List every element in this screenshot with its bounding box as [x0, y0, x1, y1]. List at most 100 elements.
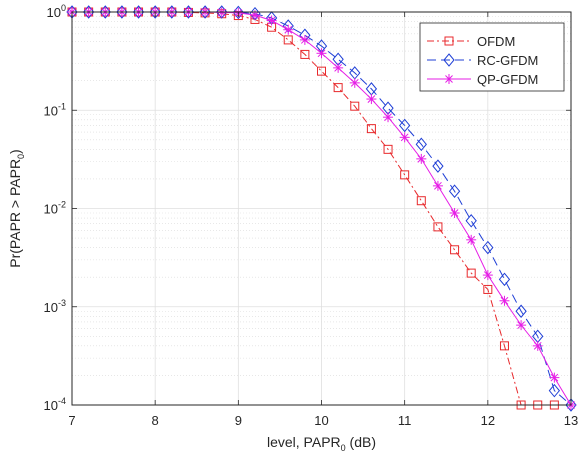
data-point-rc-gfdm [166, 5, 178, 19]
data-point-ofdm [400, 170, 410, 180]
legend-label: QP-GFDM [477, 72, 538, 87]
data-point-qp-gfdm [466, 234, 477, 245]
y-tick-label: 10-2 [44, 200, 66, 217]
data-point-ofdm [300, 49, 310, 59]
legend: OFDM RC-GFDM QP-GFDM [419, 22, 565, 92]
data-point-rc-gfdm [182, 5, 195, 19]
data-point-qp-gfdm [316, 48, 327, 59]
x-tick-label: 10 [314, 413, 328, 428]
data-point-qp-gfdm [482, 270, 493, 281]
asterisk-marker-stroke [467, 235, 476, 244]
legend-entry-ofdm: OFDM [427, 34, 515, 49]
data-point-qp-gfdm [383, 112, 394, 123]
diamond-marker-shape [182, 5, 195, 19]
x-tick-label: 13 [564, 413, 578, 428]
asterisk-marker-stroke [284, 25, 293, 34]
asterisk-marker-stroke [367, 95, 376, 103]
diamond-marker-shape [515, 304, 527, 319]
data-point-qp-gfdm [299, 34, 310, 45]
y-tick-label: 10-3 [44, 298, 66, 315]
data-point-rc-gfdm [149, 5, 161, 19]
data-point-rc-gfdm [199, 5, 211, 19]
diamond-marker-shape [465, 213, 477, 228]
asterisk-marker-stroke [445, 75, 453, 83]
data-point-rc-gfdm [465, 213, 477, 228]
x-tick-label: 8 [152, 413, 159, 428]
data-point-rc-gfdm [132, 5, 145, 19]
asterisk-marker-stroke [400, 133, 409, 142]
data-point-rc-gfdm [232, 5, 244, 20]
data-point-rc-gfdm [82, 5, 95, 19]
legend-marker [443, 53, 455, 67]
asterisk-marker-stroke [500, 296, 509, 305]
data-point-ofdm [350, 101, 360, 111]
asterisk-marker-stroke [550, 373, 559, 382]
data-point-rc-gfdm [432, 159, 444, 173]
diamond-marker-shape [232, 5, 244, 20]
data-point-qp-gfdm [266, 15, 277, 26]
square-marker-shape [300, 49, 310, 59]
square-marker-shape [444, 36, 454, 46]
data-point-rc-gfdm [399, 118, 411, 133]
data-point-qp-gfdm [516, 320, 527, 331]
square-marker-shape [433, 222, 443, 232]
data-point-rc-gfdm [448, 184, 461, 198]
y-tick-label: 100 [47, 3, 66, 20]
data-point-qp-gfdm [333, 62, 344, 73]
x-tick-label: 11 [398, 413, 412, 428]
data-point-ofdm [466, 268, 476, 278]
diamond-marker-shape [443, 53, 455, 67]
x-axis-label: level, PAPR0 (dB) [267, 434, 376, 453]
square-marker-shape [466, 268, 476, 278]
data-point-qp-gfdm [399, 132, 410, 143]
legend-label: OFDM [477, 34, 515, 49]
square-marker-shape [499, 341, 509, 351]
data-point-rc-gfdm [565, 398, 577, 412]
asterisk-marker-stroke [384, 113, 392, 122]
data-point-ofdm [366, 124, 376, 134]
data-point-qp-gfdm [349, 77, 360, 88]
square-marker-shape [416, 196, 426, 206]
data-point-ofdm [333, 83, 343, 93]
data-point-rc-gfdm [99, 5, 111, 19]
data-point-ofdm [283, 35, 293, 45]
asterisk-marker-stroke [334, 63, 343, 72]
x-tick-label: 12 [481, 413, 495, 428]
diamond-marker-shape [399, 118, 411, 133]
diamond-marker-shape [498, 272, 511, 287]
data-point-rc-gfdm [482, 240, 494, 255]
asterisk-marker-stroke [417, 154, 426, 163]
asterisk-marker-stroke [251, 11, 259, 19]
data-point-rc-gfdm [415, 137, 427, 152]
data-point-ofdm [383, 144, 393, 154]
ticks: 7 8 9 10 11 12 13 100 10-1 10-2 10-3 10-4 [44, 3, 579, 428]
square-marker-shape [350, 101, 360, 111]
legend-entry-rc-gfdm: RC-GFDM [427, 53, 538, 68]
data-point-rc-gfdm [515, 304, 527, 319]
y-axis-label: Pr(PAPR > PAPR0) [7, 149, 26, 267]
y-axis-label-end: ) [7, 149, 23, 154]
square-marker-shape [333, 83, 343, 93]
asterisk-marker-stroke [517, 321, 525, 330]
square-marker-shape [450, 245, 460, 255]
square-marker-shape [483, 284, 493, 294]
diamond-marker-shape [132, 5, 145, 19]
data-point-qp-gfdm [449, 207, 460, 218]
asterisk-marker-stroke [300, 36, 309, 44]
legend-box [419, 22, 565, 92]
diamond-marker-shape [99, 5, 111, 19]
asterisk-marker-stroke [267, 16, 276, 25]
diamond-marker-shape [548, 383, 561, 398]
square-marker-shape [383, 144, 393, 154]
data-point-rc-gfdm [116, 5, 128, 19]
data-point-ofdm [499, 341, 509, 351]
x-tick-label: 9 [235, 413, 242, 428]
x-axis-label-subscript: 0 [341, 443, 346, 453]
legend-entry-qp-gfdm: QP-GFDM [427, 72, 538, 87]
diamond-marker-shape [116, 5, 128, 19]
asterisk-marker-stroke [317, 49, 326, 58]
data-point-qp-gfdm [549, 372, 560, 383]
data-point-qp-gfdm [283, 24, 294, 35]
diamond-marker-shape [82, 5, 95, 19]
